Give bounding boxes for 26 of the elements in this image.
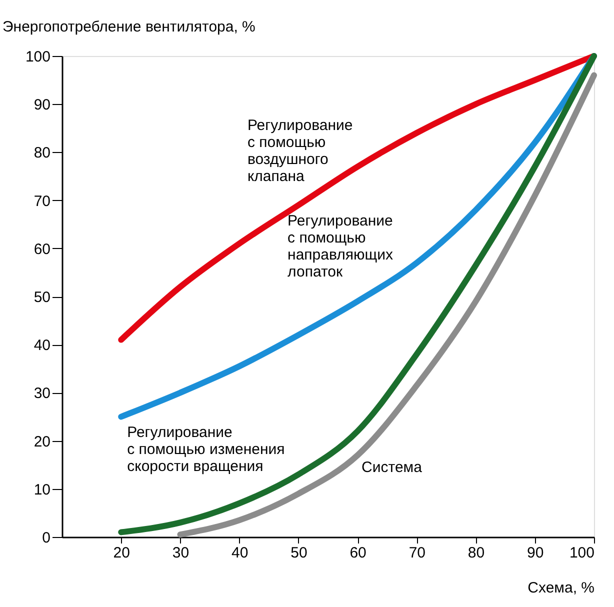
y-tick-label: 90 — [34, 96, 50, 114]
series-label: Регулирование с помощью направляющих лопаток — [288, 212, 394, 280]
x-tick-label: 60 — [350, 544, 366, 562]
y-tick-label: 10 — [34, 481, 50, 498]
x-tick-label: 20 — [113, 544, 130, 562]
x-tick-label: 100 — [569, 544, 594, 562]
y-tick-label: 30 — [34, 385, 50, 402]
series-label: Регулирование с помощью изменения скорости вращения — [127, 424, 285, 476]
x-tick-label: 70 — [408, 544, 426, 562]
x-tick-label: 40 — [231, 544, 248, 562]
x-axis-title: Схема, % — [528, 580, 594, 596]
y-tick-label: 80 — [34, 144, 50, 162]
x-tick-label: 30 — [172, 544, 190, 562]
y-tick-label: 70 — [34, 192, 50, 210]
y-axis-title: Энергопотребление вентилятора, % — [2, 18, 256, 36]
x-tick-label: 80 — [468, 544, 485, 562]
x-tick-label: 90 — [527, 544, 544, 562]
x-tick-label: 50 — [290, 544, 308, 562]
y-tick-label: 50 — [34, 289, 50, 306]
series-label: Регулирование с помощью воздушного клапана — [247, 117, 353, 186]
y-tick-label: 60 — [34, 240, 50, 258]
y-tick-label: 40 — [34, 337, 50, 354]
series-label: Система — [362, 459, 423, 476]
y-tick-label: 100 — [25, 48, 50, 66]
y-tick-label: 20 — [34, 433, 50, 450]
y-tick-label: 0 — [42, 530, 50, 546]
